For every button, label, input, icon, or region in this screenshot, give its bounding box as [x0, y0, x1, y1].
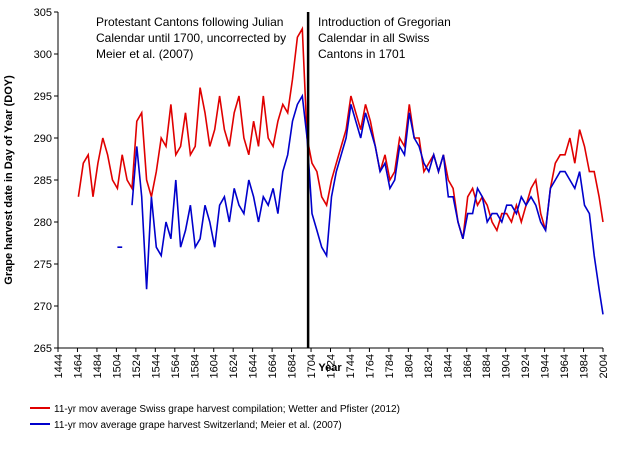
x-tick-label: 1984 [579, 354, 591, 378]
x-tick-label: 1824 [423, 354, 435, 378]
x-tick-label: 1684 [287, 354, 299, 378]
legend-label: 11-yr mov average Swiss grape harvest co… [54, 404, 400, 415]
x-tick-label: 1924 [520, 354, 532, 378]
x-tick-label: 1604 [209, 354, 221, 378]
y-tick-label: 295 [34, 91, 52, 103]
annotation: Meier et al. (2007) [96, 47, 193, 61]
y-tick-label: 290 [34, 133, 52, 145]
annotation: Introduction of Gregorian [318, 15, 451, 29]
x-axis-label: Year [318, 362, 342, 374]
y-tick-label: 280 [34, 217, 52, 229]
x-tick-label: 2004 [598, 354, 610, 378]
annotation: Calendar until 1700, uncorrected by [96, 31, 286, 45]
x-tick-label: 1744 [345, 354, 357, 378]
series-line [117, 93, 604, 315]
x-tick-label: 1444 [53, 354, 65, 378]
y-tick-label: 305 [34, 7, 52, 19]
x-tick-label: 1864 [462, 354, 474, 378]
y-axis-label: Grape harvest date in Day of Year (DOY) [3, 75, 15, 285]
x-tick-label: 1964 [559, 354, 571, 378]
x-tick-label: 1484 [92, 354, 104, 378]
x-tick-label: 1664 [267, 354, 279, 378]
x-tick-label: 1804 [403, 354, 415, 378]
x-tick-label: 1464 [72, 354, 84, 378]
x-tick-label: 1564 [170, 354, 182, 378]
y-tick-label: 275 [34, 259, 52, 271]
x-tick-label: 1644 [248, 354, 260, 378]
annotation: Calendar in all Swiss [318, 31, 429, 45]
annotation: Protestant Cantons following Julian [96, 15, 283, 29]
x-tick-label: 1624 [228, 354, 240, 378]
y-tick-label: 285 [34, 175, 52, 187]
y-tick-label: 270 [34, 301, 52, 313]
x-tick-label: 1504 [111, 354, 123, 378]
y-tick-label: 265 [34, 343, 52, 355]
x-tick-label: 1764 [364, 354, 376, 378]
x-tick-label: 1524 [131, 354, 143, 378]
x-tick-label: 1884 [481, 354, 493, 378]
x-tick-label: 1844 [442, 354, 454, 378]
x-tick-label: 1584 [189, 354, 201, 378]
series-line [77, 26, 604, 240]
legend-label: 11-yr mov average grape harvest Switzerl… [54, 420, 342, 431]
y-tick-label: 300 [34, 49, 52, 61]
x-tick-label: 1944 [540, 354, 552, 378]
x-tick-label: 1904 [501, 354, 513, 378]
x-tick-label: 1784 [384, 354, 396, 378]
x-tick-label: 1544 [150, 354, 162, 378]
x-tick-label: 1704 [306, 354, 318, 378]
x-tick-label: 1724 [326, 354, 338, 378]
annotation: Cantons in 1701 [318, 47, 406, 61]
